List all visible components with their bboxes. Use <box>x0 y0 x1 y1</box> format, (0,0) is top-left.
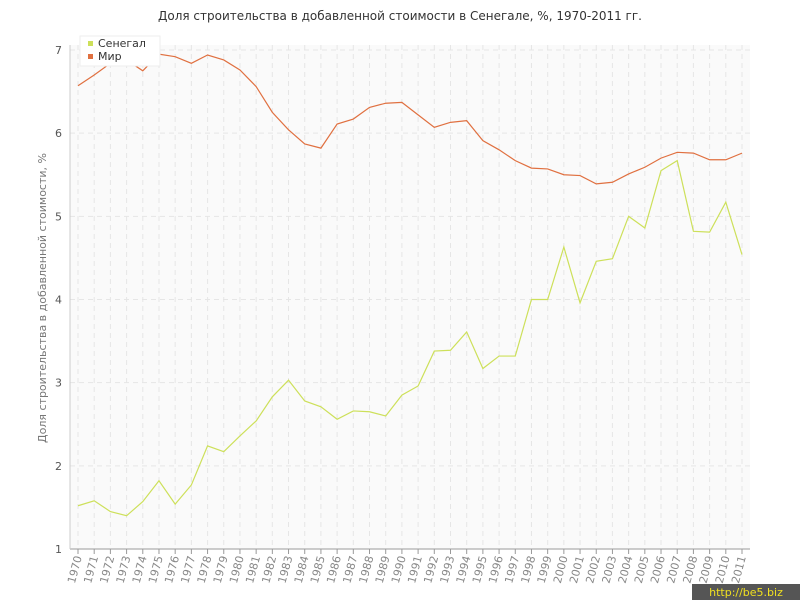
legend-swatch <box>88 54 93 59</box>
legend-swatch <box>88 41 93 46</box>
y-tick-label: 6 <box>55 127 62 140</box>
y-tick-label: 1 <box>55 543 62 556</box>
legend-label: Сенегал <box>98 37 146 50</box>
series-line <box>77 53 743 185</box>
y-tick-label: 2 <box>55 460 62 473</box>
y-tick-label: 4 <box>55 294 62 307</box>
chart-title: Доля строительства в добавленной стоимос… <box>158 9 642 23</box>
y-tick-label: 7 <box>55 44 62 57</box>
legend-label: Мир <box>98 50 122 63</box>
legend-box <box>79 35 161 67</box>
watermark-box <box>692 584 800 600</box>
y-tick-label: 3 <box>55 377 62 390</box>
series-line <box>77 159 743 517</box>
y-axis-label: Доля строительства в добавленной стоимос… <box>36 153 49 443</box>
plot-area <box>70 45 750 549</box>
watermark: http://be5.biz <box>709 586 783 599</box>
y-tick-label: 5 <box>55 210 62 223</box>
